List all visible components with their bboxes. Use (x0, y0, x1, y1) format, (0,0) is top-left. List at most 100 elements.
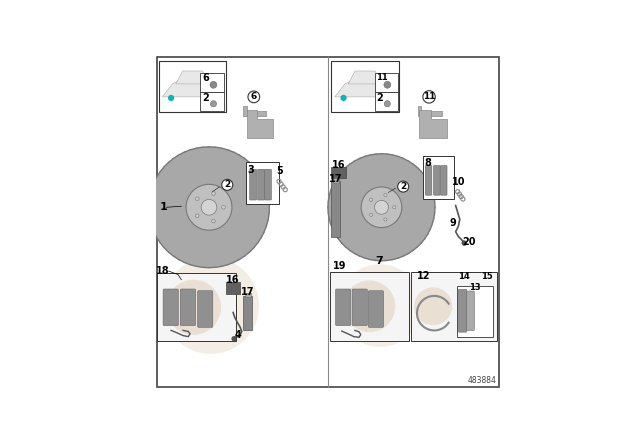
Circle shape (251, 166, 255, 170)
Circle shape (236, 256, 241, 260)
Circle shape (427, 184, 431, 188)
Circle shape (384, 218, 387, 221)
FancyBboxPatch shape (243, 296, 252, 331)
Circle shape (385, 153, 389, 158)
Circle shape (149, 217, 154, 222)
Circle shape (364, 155, 367, 160)
Circle shape (163, 166, 167, 170)
Circle shape (349, 163, 353, 167)
Polygon shape (419, 110, 447, 138)
Circle shape (236, 154, 241, 158)
Circle shape (358, 158, 362, 162)
Circle shape (159, 240, 163, 244)
Circle shape (429, 221, 433, 225)
FancyBboxPatch shape (335, 289, 351, 326)
Text: 6: 6 (202, 73, 209, 83)
Text: 9: 9 (449, 218, 456, 228)
Circle shape (219, 147, 223, 151)
Circle shape (393, 206, 396, 209)
Circle shape (231, 259, 235, 263)
FancyBboxPatch shape (423, 155, 454, 198)
FancyBboxPatch shape (250, 169, 257, 200)
Circle shape (397, 181, 409, 192)
Text: 7: 7 (375, 256, 383, 266)
Circle shape (385, 257, 389, 261)
Circle shape (221, 206, 225, 209)
Circle shape (248, 91, 260, 103)
Circle shape (183, 151, 187, 155)
Circle shape (241, 158, 246, 162)
Circle shape (410, 247, 414, 251)
Circle shape (149, 193, 154, 197)
Circle shape (163, 245, 167, 249)
Circle shape (264, 193, 269, 197)
Circle shape (195, 214, 199, 218)
Circle shape (396, 255, 399, 259)
Circle shape (246, 249, 250, 253)
Circle shape (374, 257, 378, 261)
Circle shape (148, 211, 152, 215)
Circle shape (344, 280, 396, 332)
Circle shape (339, 264, 421, 347)
Polygon shape (348, 71, 382, 84)
Circle shape (148, 205, 152, 209)
Circle shape (195, 263, 199, 267)
Circle shape (418, 170, 422, 174)
FancyBboxPatch shape (467, 291, 474, 331)
Polygon shape (247, 110, 273, 138)
Polygon shape (418, 106, 442, 116)
Circle shape (189, 261, 193, 265)
Circle shape (201, 264, 205, 268)
Circle shape (414, 244, 419, 248)
Circle shape (330, 221, 334, 225)
FancyBboxPatch shape (333, 178, 339, 183)
Circle shape (330, 189, 334, 193)
Circle shape (328, 216, 333, 220)
Circle shape (353, 160, 358, 164)
Circle shape (332, 184, 336, 188)
Circle shape (380, 257, 383, 262)
Circle shape (422, 175, 426, 179)
Circle shape (241, 253, 246, 257)
Circle shape (334, 231, 339, 235)
FancyBboxPatch shape (330, 272, 409, 341)
Text: 2: 2 (376, 93, 383, 103)
Circle shape (207, 264, 211, 268)
Circle shape (414, 167, 419, 171)
FancyBboxPatch shape (411, 272, 497, 341)
FancyBboxPatch shape (163, 289, 179, 326)
Circle shape (189, 149, 193, 153)
Circle shape (212, 192, 215, 195)
Polygon shape (243, 106, 266, 116)
Circle shape (153, 181, 157, 185)
Circle shape (328, 200, 332, 204)
FancyBboxPatch shape (245, 293, 251, 297)
Polygon shape (335, 79, 396, 97)
Circle shape (424, 231, 429, 235)
Circle shape (401, 253, 404, 257)
FancyBboxPatch shape (157, 273, 236, 341)
Text: 17: 17 (241, 288, 255, 297)
Circle shape (369, 256, 372, 260)
FancyBboxPatch shape (332, 167, 346, 178)
Circle shape (159, 171, 163, 175)
Circle shape (195, 147, 199, 151)
Text: 10: 10 (452, 177, 465, 187)
Circle shape (219, 263, 223, 267)
Circle shape (258, 176, 262, 180)
Circle shape (384, 194, 387, 197)
Circle shape (369, 198, 372, 201)
Circle shape (156, 176, 160, 180)
Text: 1: 1 (159, 202, 167, 212)
Text: 18: 18 (156, 266, 170, 276)
Circle shape (401, 158, 404, 162)
Text: 2: 2 (202, 93, 209, 103)
FancyBboxPatch shape (457, 285, 493, 336)
Circle shape (337, 175, 341, 179)
FancyBboxPatch shape (157, 57, 499, 387)
FancyBboxPatch shape (458, 289, 467, 332)
Text: 11: 11 (423, 92, 435, 101)
Text: 2: 2 (400, 182, 406, 191)
Circle shape (255, 240, 259, 244)
Circle shape (210, 82, 217, 88)
